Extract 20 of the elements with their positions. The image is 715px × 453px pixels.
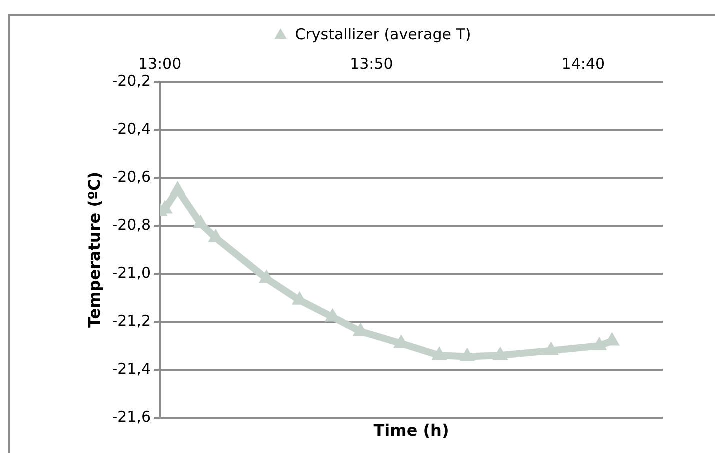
point <box>170 181 186 194</box>
y-tick-label: -21,6 <box>112 408 152 426</box>
y-tick-label: -20,6 <box>112 168 152 186</box>
y-tick-label: -21,4 <box>112 360 152 378</box>
point <box>492 346 508 360</box>
x-tick-label: 13:50 <box>350 54 394 73</box>
y-tick-label: -20,2 <box>112 72 152 90</box>
x-tick-label: 13:00 <box>138 54 182 73</box>
y-tick-label: -21,0 <box>112 264 152 282</box>
y-tick-label: -20,4 <box>112 120 152 138</box>
point <box>543 342 560 356</box>
point <box>592 337 608 350</box>
y-tick-label: -20,8 <box>112 216 152 234</box>
point <box>432 346 448 360</box>
x-tick-label: 14:40 <box>562 54 606 73</box>
y-axis-title: Temperature (ºC) <box>84 172 104 328</box>
x-axis-title: Time (h) <box>374 421 450 440</box>
legend-label: Crystallizer (average T) <box>295 25 472 44</box>
y-tick-label: -21,2 <box>112 312 152 330</box>
point <box>460 348 476 362</box>
